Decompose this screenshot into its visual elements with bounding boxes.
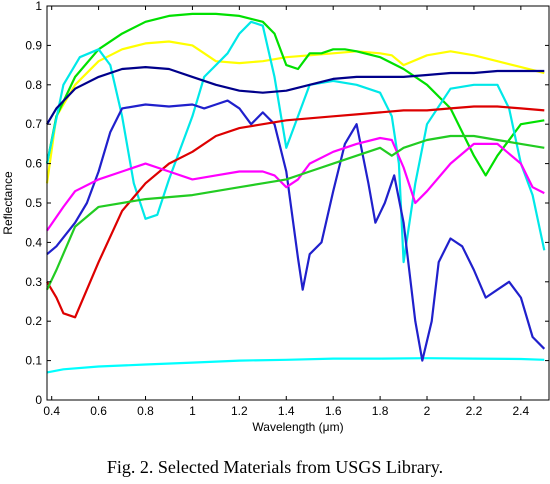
x-tick-label: 1 bbox=[189, 404, 196, 418]
x-tick-label: 1.2 bbox=[231, 404, 248, 418]
x-tick-label: 0.4 bbox=[43, 404, 60, 418]
y-tick-label: 0 bbox=[35, 393, 42, 407]
y-tick-label: 0.8 bbox=[25, 78, 42, 92]
x-tick-label: 1.4 bbox=[278, 404, 295, 418]
y-tick-label: 0.4 bbox=[25, 235, 42, 249]
y-tick-label: 0.9 bbox=[25, 38, 42, 52]
x-tick-label: 1.6 bbox=[325, 404, 342, 418]
y-tick-label: 0.2 bbox=[25, 314, 42, 328]
x-tick-label: 0.6 bbox=[90, 404, 107, 418]
series-line-7 bbox=[46, 105, 545, 319]
plot-area bbox=[47, 6, 549, 400]
plot-background bbox=[47, 6, 549, 400]
x-tick-label: 1.8 bbox=[372, 404, 389, 418]
y-tick-label: 0.1 bbox=[25, 354, 42, 368]
reflectance-chart: 0.4 0.6 0.8 1 1.2 1.4 1.6 1.8 2 2.2 2.4 0 0.1 0.2 0.3 0… bbox=[1, 0, 550, 434]
series-layer bbox=[45, 12, 546, 374]
series-line-4 bbox=[45, 20, 546, 264]
y-tick-label: 0.7 bbox=[25, 117, 42, 131]
x-axis-label: Wavelength (μm) bbox=[252, 420, 343, 434]
series-line-6 bbox=[46, 99, 546, 362]
y-tick-label: 0.6 bbox=[25, 157, 42, 171]
y-axis-label: Reflectance bbox=[1, 171, 15, 235]
series-line-5 bbox=[46, 66, 545, 125]
y-tick-label: 0.5 bbox=[25, 196, 42, 210]
series-line-9 bbox=[46, 134, 545, 291]
axes-layer: 0.4 0.6 0.8 1 1.2 1.4 1.6 1.8 2 2.2 2.4 0 0.1 0.2 0.3 0… bbox=[25, 0, 550, 418]
x-tick-label: 0.8 bbox=[137, 404, 154, 418]
x-tick-label: 2.4 bbox=[513, 404, 530, 418]
series-line-1 bbox=[45, 40, 545, 184]
y-tick-label: 0.3 bbox=[25, 275, 42, 289]
y-tick-label: 1 bbox=[35, 0, 42, 13]
series-line-2 bbox=[45, 12, 545, 177]
x-tick-label: 2 bbox=[424, 404, 431, 418]
x-tick-label: 2.2 bbox=[466, 404, 483, 418]
series-line-8 bbox=[46, 136, 545, 232]
figure-caption: Fig. 2. Selected Materials from USGS Lib… bbox=[106, 457, 444, 477]
series-line-3 bbox=[46, 357, 545, 374]
